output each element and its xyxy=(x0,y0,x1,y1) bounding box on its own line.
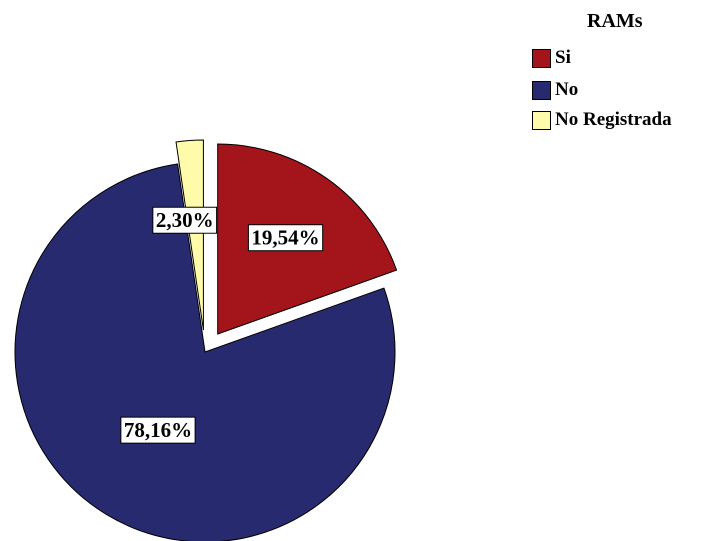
slice-label-si: 19,54% xyxy=(247,224,324,252)
slice-label-box-si xyxy=(247,224,324,252)
slice-label-box-no xyxy=(120,416,196,444)
legend-swatch-si xyxy=(532,48,551,68)
slice-label-text-no: 78,16% xyxy=(124,418,192,442)
slice-label-text-si: 19,54% xyxy=(251,226,319,250)
slice-label-no-registrada: 2,30% xyxy=(152,206,218,234)
legend-title: RAMs xyxy=(587,10,643,32)
pie-slice-no xyxy=(14,163,396,541)
legend-label-no-registrada: No Registrada xyxy=(555,109,672,130)
legend-label-no: No xyxy=(555,79,579,100)
slice-label-no: 78,16% xyxy=(120,416,196,444)
legend-item-si: Si xyxy=(532,46,571,70)
legend-item-no: No xyxy=(532,78,578,102)
slice-label-box-no-registrada xyxy=(152,206,218,234)
slice-label-text-no-registrada: 2,30% xyxy=(156,208,214,232)
legend-swatch-no xyxy=(532,80,551,100)
legend-label-si: Si xyxy=(555,47,571,68)
legend-swatch-no-registrada xyxy=(532,110,551,130)
pie-slice-no-registrada xyxy=(175,139,204,331)
legend-item-no-registrada: No Registrada xyxy=(532,108,672,132)
